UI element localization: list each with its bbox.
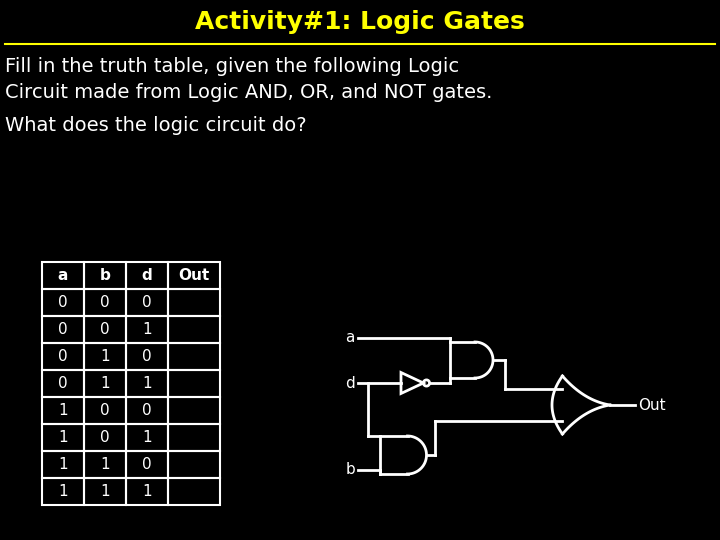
Text: Activity#1: Logic Gates: Activity#1: Logic Gates (195, 10, 525, 34)
Text: 1: 1 (100, 349, 110, 364)
Text: What does the logic circuit do?: What does the logic circuit do? (5, 116, 307, 135)
Text: a: a (346, 330, 355, 346)
Text: 1: 1 (142, 484, 152, 499)
Bar (126, 289, 168, 316)
Text: 0: 0 (142, 403, 152, 418)
Text: 1: 1 (142, 430, 152, 445)
Bar (126, 316, 168, 343)
Bar (126, 424, 168, 451)
Text: 0: 0 (58, 349, 68, 364)
Text: 1: 1 (142, 376, 152, 391)
Bar (168, 370, 220, 397)
Bar (42, 343, 84, 370)
Bar (126, 343, 168, 370)
Bar (126, 478, 168, 505)
Bar (126, 262, 168, 289)
Bar (168, 397, 220, 424)
Bar (168, 289, 220, 316)
Text: 0: 0 (142, 349, 152, 364)
Text: 1: 1 (58, 457, 68, 472)
Bar (168, 262, 220, 289)
Bar (42, 370, 84, 397)
Bar (42, 478, 84, 505)
Text: Out: Out (179, 268, 210, 283)
Text: 1: 1 (58, 484, 68, 499)
Bar (42, 451, 84, 478)
Text: b: b (346, 462, 355, 477)
Text: Out: Out (638, 397, 665, 413)
Bar (168, 316, 220, 343)
Bar (84, 370, 126, 397)
Bar (84, 478, 126, 505)
Bar (84, 397, 126, 424)
Text: 0: 0 (100, 322, 110, 337)
Text: 0: 0 (58, 295, 68, 310)
Bar (168, 478, 220, 505)
Text: a: a (58, 268, 68, 283)
Bar (168, 424, 220, 451)
Bar (84, 289, 126, 316)
Text: d: d (142, 268, 153, 283)
Text: 1: 1 (100, 457, 110, 472)
Text: 1: 1 (58, 403, 68, 418)
Text: 1: 1 (100, 376, 110, 391)
Text: Fill in the truth table, given the following Logic: Fill in the truth table, given the follo… (5, 57, 459, 76)
Bar (84, 451, 126, 478)
Text: b: b (99, 268, 110, 283)
Text: Circuit made from Logic AND, OR, and NOT gates.: Circuit made from Logic AND, OR, and NOT… (5, 83, 492, 102)
Bar (168, 451, 220, 478)
Text: 1: 1 (142, 322, 152, 337)
Bar (84, 316, 126, 343)
Bar (84, 262, 126, 289)
Bar (84, 343, 126, 370)
Text: 1: 1 (58, 430, 68, 445)
Text: d: d (346, 375, 355, 390)
Bar (42, 262, 84, 289)
Text: 0: 0 (142, 295, 152, 310)
Bar (126, 370, 168, 397)
Text: 0: 0 (58, 376, 68, 391)
Bar (84, 424, 126, 451)
Text: 0: 0 (100, 295, 110, 310)
Text: 0: 0 (100, 403, 110, 418)
Bar (126, 397, 168, 424)
Text: 0: 0 (58, 322, 68, 337)
Bar (168, 343, 220, 370)
Text: 1: 1 (100, 484, 110, 499)
Bar (42, 397, 84, 424)
Text: 0: 0 (142, 457, 152, 472)
Bar (42, 316, 84, 343)
Bar (126, 451, 168, 478)
Text: 0: 0 (100, 430, 110, 445)
Bar (42, 289, 84, 316)
Bar (42, 424, 84, 451)
